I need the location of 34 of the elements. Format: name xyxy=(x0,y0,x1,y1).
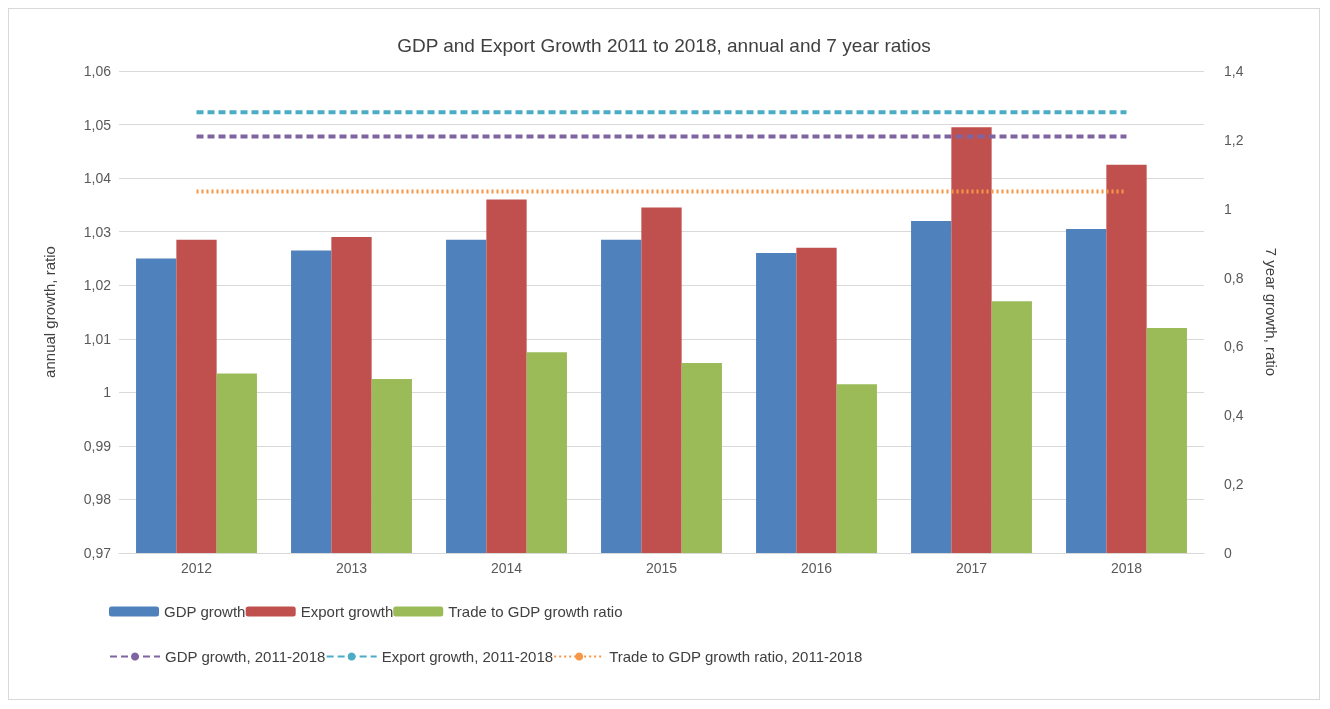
legend-label: Export growth, 2011-2018 xyxy=(381,648,554,665)
x-tick-label: 2014 xyxy=(490,560,523,576)
y-tick-label: 1,03 xyxy=(83,223,112,240)
y-tick-label: 1,01 xyxy=(83,330,112,347)
y-tick-label: 0,99 xyxy=(83,437,112,454)
x-tick-label: 2015 xyxy=(645,560,678,576)
y-tick-label: 1,06 xyxy=(83,63,112,79)
y2-tick-label: 1 xyxy=(1224,200,1232,217)
y-axis-title: annual growth, ratio xyxy=(41,246,58,378)
y2-axis-title: 7 year growth, ratio xyxy=(1263,247,1280,377)
x-tick-label: 2017 xyxy=(955,560,988,576)
x-tick-label: 2013 xyxy=(335,560,368,576)
y2-tick-label: 0,2 xyxy=(1224,476,1244,493)
y2-tick-label: 1,4 xyxy=(1224,63,1244,79)
y-tick-label: 0,97 xyxy=(83,545,112,561)
y2-tick-label: 0,8 xyxy=(1224,269,1244,286)
y2-tick-label: 1,2 xyxy=(1224,131,1244,148)
y2-tick-label: 0,6 xyxy=(1224,338,1244,355)
y2-tick-label: 0 xyxy=(1224,545,1232,561)
y2-tick-label: 0,4 xyxy=(1224,407,1244,424)
legend-label: Trade to GDP growth ratio xyxy=(448,603,623,620)
x-tick-label: 2012 xyxy=(180,560,213,576)
legend-label: GDP growth xyxy=(164,603,246,620)
y-tick-label: 0,98 xyxy=(83,491,112,508)
legend-label: Export growth xyxy=(300,603,394,620)
y-tick-label: 1,02 xyxy=(83,277,112,294)
y-tick-label: 1,05 xyxy=(83,116,112,133)
x-tick-label: 2018 xyxy=(1110,560,1143,576)
chart-title: GDP and Export Growth 2011 to 2018, annual and 7 year ratios xyxy=(397,35,931,56)
y-tick-label: 1 xyxy=(103,384,112,401)
x-tick-label: 2016 xyxy=(800,560,833,576)
legend-label: GDP growth, 2011-2018 xyxy=(165,648,326,665)
y-tick-label: 1,04 xyxy=(83,170,112,187)
legend-label: Trade to GDP growth ratio, 2011-2018 xyxy=(609,648,863,665)
